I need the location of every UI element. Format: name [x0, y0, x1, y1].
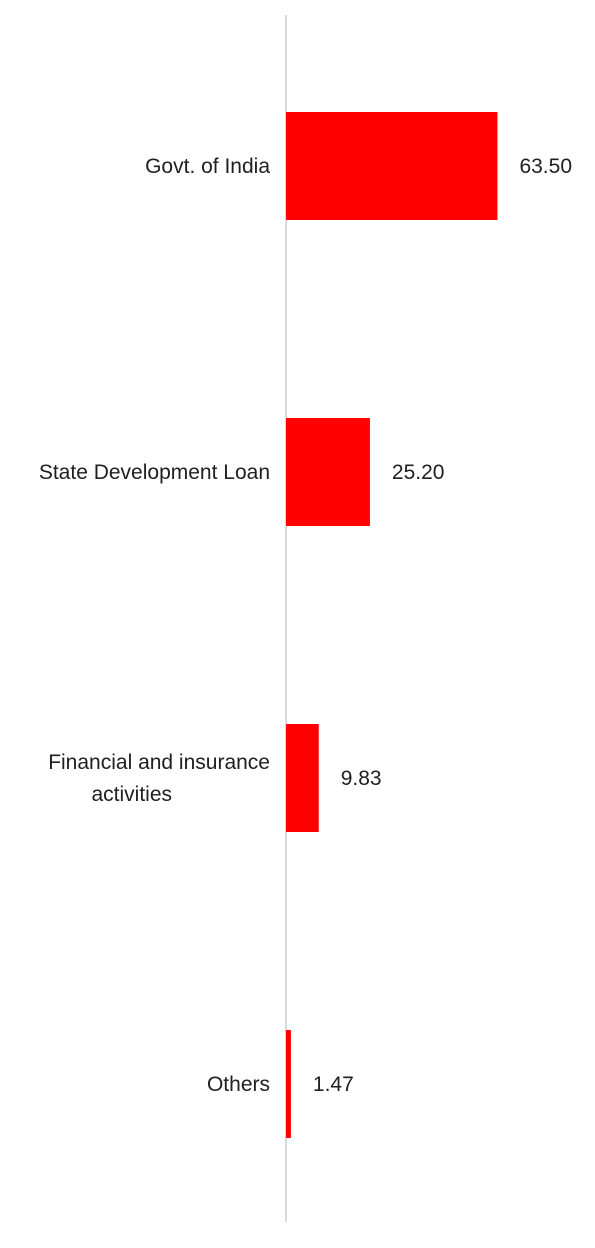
value-label-2: 25.20: [392, 461, 445, 484]
value-label-3: 9.83: [341, 767, 382, 790]
category-label-line: State Development Loan: [39, 461, 270, 484]
category-label-line: Govt. of India: [145, 155, 270, 178]
category-label-line: Financial and insurance: [48, 751, 270, 774]
value-label-1: 63.50: [519, 155, 572, 178]
category-label-1: Govt. of India: [145, 155, 270, 178]
category-label-4: Others: [207, 1073, 270, 1096]
bars-group: [286, 112, 498, 1138]
category-label-line: activities: [91, 783, 172, 806]
category-label-2: State Development Loan: [39, 461, 270, 484]
category-label-line: Others: [207, 1073, 270, 1096]
bar-4: [286, 1030, 291, 1138]
bar-1: [286, 112, 498, 220]
value-label-4: 1.47: [313, 1073, 354, 1096]
bar-3: [286, 724, 319, 832]
bar-2: [286, 418, 370, 526]
category-label-3: Financial and insurance activities: [48, 751, 270, 806]
category-labels-group: Govt. of India State Development Loan Fina…: [39, 155, 270, 1096]
value-labels-group: 63.50 25.20 9.83 1.47: [313, 155, 572, 1096]
